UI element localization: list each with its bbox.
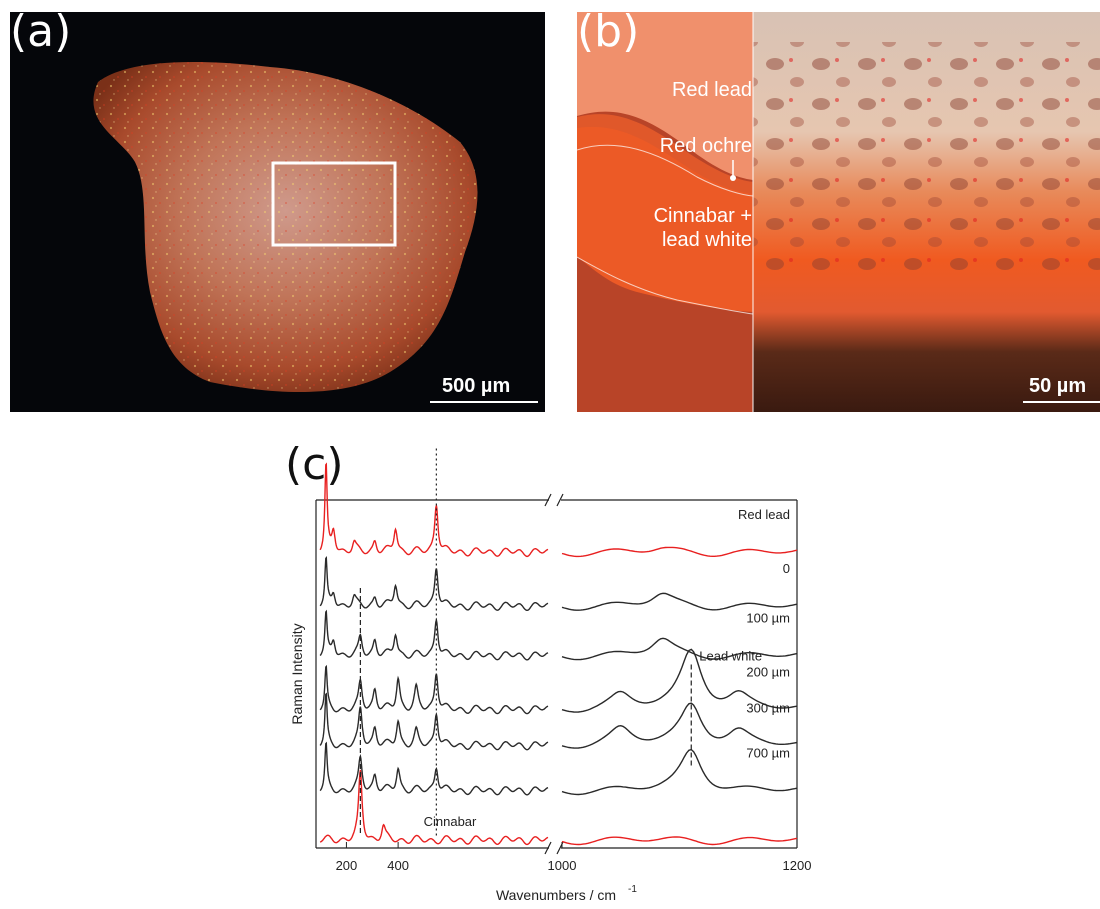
series-label: 0 (783, 561, 790, 576)
axis-break-mark (544, 841, 552, 855)
axis-break-mark (556, 493, 564, 507)
series-label: 300 µm (746, 701, 790, 716)
x-tick-label: 200 (336, 858, 358, 873)
spectrum-red-lead-line (561, 546, 798, 558)
reference-line-label: Lead white (699, 649, 762, 664)
red-ochre-pointer-dot (730, 175, 736, 181)
scale-bar-label: 50 µm (1029, 375, 1087, 397)
layer-label-red-ochre: Red ochre (659, 135, 752, 157)
scale-bar-label: 500 µm (442, 375, 511, 397)
spectrum-100-m-line (319, 609, 549, 661)
spectrum-red-lead-line (319, 462, 549, 558)
spectrum-0-line (319, 555, 549, 611)
layer-red-lead (577, 12, 753, 180)
spectrum-100-m-line (561, 637, 798, 661)
spectrum-cinnabar-line (561, 836, 798, 846)
x-tick-label: 400 (387, 858, 409, 873)
spectrum-200-m-line (561, 648, 798, 713)
spectrum-0-line (561, 592, 798, 611)
layer-label-red-lead: Red lead (671, 79, 752, 101)
spectrum-200-m-line (319, 664, 549, 715)
scale-bar (1023, 401, 1100, 403)
spectrum-cinnabar-line (319, 769, 549, 846)
region-of-interest-box (271, 161, 397, 247)
series-label: Red lead (738, 507, 790, 522)
series-label: Cinnabar (424, 814, 477, 829)
layer-cinnabar-lead-white (577, 119, 753, 312)
layer-red-ochre (577, 114, 753, 194)
spectrum-700-m-line (319, 741, 549, 796)
spectrum-300-m-line (319, 692, 549, 751)
panel-b-cross-section: (b) Red lead Red ochre Cinnabar + lead w… (577, 12, 1100, 412)
y-axis-label: Raman Intensity (289, 623, 305, 724)
layer-label-cinnabar-lead-white: Cinnabar + lead white (653, 205, 752, 251)
spectrum-700-m-line (561, 748, 798, 796)
x-tick-label: 1200 (783, 858, 812, 873)
axis-break-mark (544, 493, 552, 507)
panel-b-letter: (b) (577, 12, 640, 57)
series-label: 700 µm (746, 746, 790, 761)
series-label: 100 µm (746, 611, 790, 626)
panel-c-letter: (c) (285, 439, 344, 490)
panel-a-micrograph: (a) 500 µm (10, 12, 545, 412)
series-label: 200 µm (746, 665, 790, 680)
x-tick-label: 1000 (548, 858, 577, 873)
x-axis-label-exponent: -1 (628, 884, 637, 895)
scale-bar (430, 401, 538, 403)
x-axis-label: Wavenumbers / cm (496, 887, 616, 903)
cross-section-image (577, 12, 1100, 412)
panel-a-letter: (a) (10, 12, 72, 57)
sample-fragment-image (93, 62, 478, 392)
spectrum-300-m-line (561, 702, 798, 749)
